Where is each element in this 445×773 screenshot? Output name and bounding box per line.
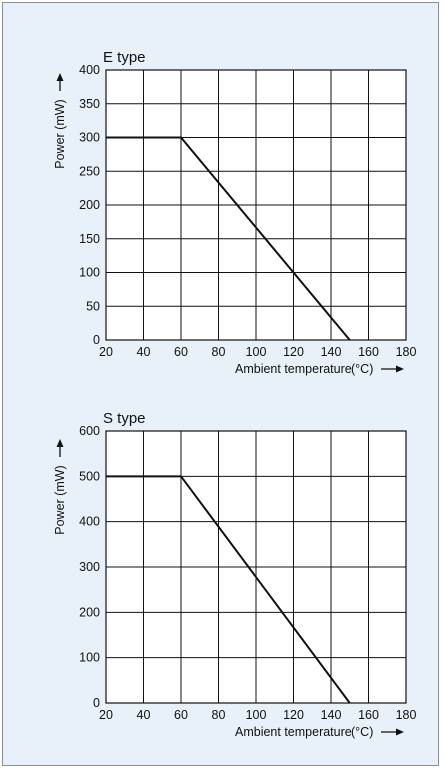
plot-frame: [105, 69, 407, 341]
derating-charts: 20 40 60 80 100 120 140 160 18005010015020025030…: [53, 49, 416, 739]
y-axis-label: Power (mW): [53, 465, 67, 534]
x-tick-label: 120: [283, 708, 304, 722]
y-tick-label: 250: [79, 164, 100, 178]
y-tick-label: 600: [79, 424, 100, 438]
plot-frame: [105, 430, 407, 704]
x-tick-label: 160: [358, 345, 379, 359]
y-tick-label: 150: [79, 232, 100, 246]
y-tick-label: 350: [79, 97, 100, 111]
series-line-1: [106, 475, 351, 704]
x-axis-label: Ambient temperature: [235, 362, 352, 376]
chart-2: 20 40 60 80 100 120 140 160 180 0 100 200 300 400 500 6…: [53, 410, 416, 739]
x-tick-label: 20: [99, 708, 113, 722]
x-tick-label: 100: [246, 708, 267, 722]
x-axis-arrow-head: [396, 365, 404, 373]
x-tick-label: 40: [137, 345, 151, 359]
x-tick-label: 140: [321, 708, 342, 722]
x-tick-label: 40: [137, 708, 151, 722]
y-tick-label: 400: [79, 515, 100, 529]
y-tick-label: 400: [79, 63, 100, 77]
chart-title: S type: [103, 410, 146, 427]
x-tick-label: 80: [212, 345, 226, 359]
chart-1: 20 40 60 80 100 120 140 160 180 0 50 100 150 200 250 30…: [53, 49, 416, 376]
y-tick-label: 200: [79, 605, 100, 619]
x-axis-unit: (°C): [351, 362, 373, 376]
y-tick-label: 500: [79, 469, 100, 483]
x-tick-label: 20: [99, 345, 113, 359]
x-tick-label: 100: [246, 345, 267, 359]
y-axis-label: Power (mW): [53, 99, 67, 168]
x-axis-arrow-head: [396, 728, 404, 736]
x-tick-label: 140: [321, 345, 342, 359]
chart-title: E type: [103, 49, 146, 66]
x-tick-label: 160: [358, 708, 379, 722]
y-tick-label: 0: [93, 333, 100, 347]
x-axis-label: Ambient temperature: [235, 725, 352, 739]
x-tick-label: 80: [212, 708, 226, 722]
figure-panel: 20 40 60 80 100 120 140 160 180 0 50 100 150 200 250 30…: [2, 2, 439, 766]
y-tick-label: 300: [79, 131, 100, 145]
x-tick-label: 60: [174, 345, 188, 359]
x-tick-label: 60: [174, 708, 188, 722]
x-tick-label: 180: [396, 345, 417, 359]
y-tick-label: 50: [86, 299, 100, 313]
y-tick-label: 0: [93, 696, 100, 710]
y-tick-label: 300: [79, 560, 100, 574]
x-axis-unit: (°C): [351, 725, 373, 739]
y-axis-arrow-head: [56, 73, 64, 81]
y-tick-label: 200: [79, 198, 100, 212]
series-line-1: [106, 136, 351, 341]
y-tick-label: 100: [79, 651, 100, 665]
x-tick-label: 120: [283, 345, 304, 359]
y-tick-label: 100: [79, 266, 100, 280]
x-tick-label: 180: [396, 708, 417, 722]
y-axis-arrow-head: [56, 439, 64, 447]
